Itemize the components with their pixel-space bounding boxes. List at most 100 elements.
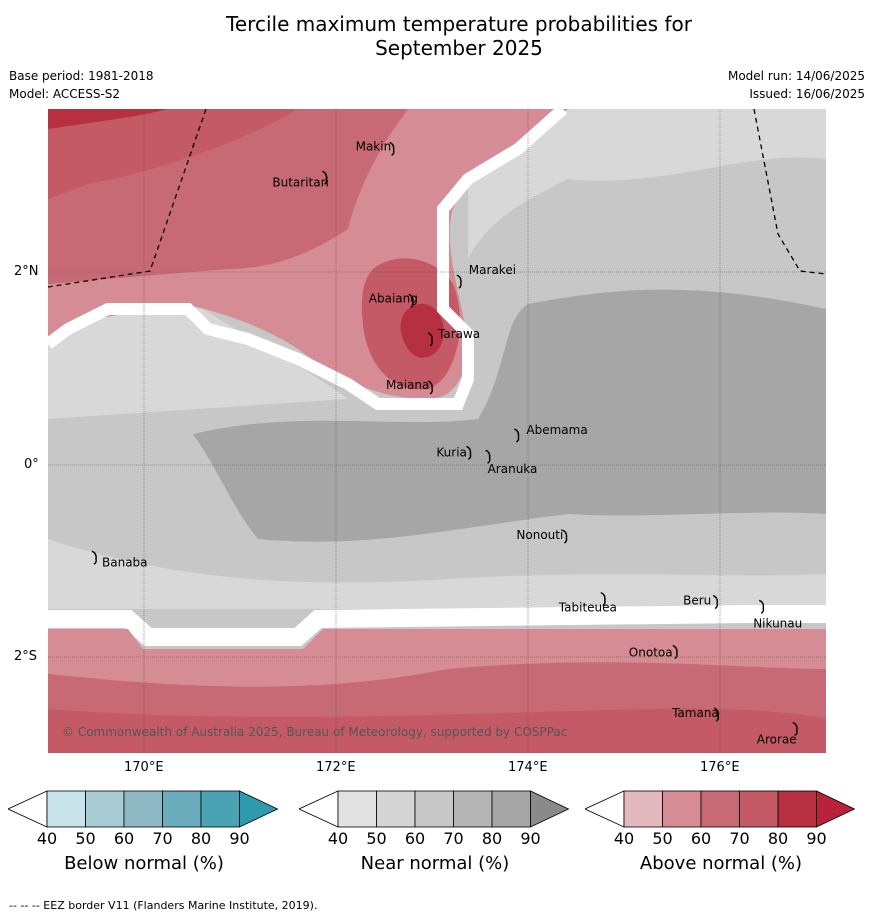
- island-label: Tamana: [671, 706, 719, 720]
- lat-tick-2s: 2°S: [14, 649, 38, 664]
- island-label: Nikunau: [753, 616, 802, 630]
- island-shape: [562, 529, 568, 544]
- island-shape: [427, 380, 433, 395]
- meta-left: Base period: 1981-2018 Model: ACCESS-S2: [9, 67, 154, 103]
- island-shape: [713, 707, 720, 722]
- island-shape: [408, 293, 414, 308]
- graticule: [48, 109, 826, 753]
- issued-date: Issued: 16/06/2025: [749, 87, 865, 101]
- colorbar-swatch: [337, 790, 377, 828]
- colorbar-swatch: [123, 790, 163, 828]
- island-shape: [389, 141, 395, 156]
- colorbar-swatch: [46, 790, 86, 828]
- island-label: Beru: [683, 594, 711, 608]
- above-normal-80-north: [48, 109, 168, 129]
- colorbar-swatch: [414, 790, 454, 828]
- colorbar-tick: 70: [443, 829, 464, 848]
- colorbar-tick: 40: [327, 829, 349, 848]
- colorbar-min-arrow: [584, 790, 625, 828]
- colorbar-tick: 60: [690, 829, 712, 848]
- island-label: Butaritari: [272, 175, 329, 189]
- meta-right: Model run: 14/06/2025 Issued: 16/06/2025: [728, 67, 865, 103]
- colorbar-min-arrow: [7, 790, 48, 828]
- near-normal-40-west: [48, 299, 348, 419]
- colorbar-near-swatches: [298, 790, 570, 828]
- colorbar-tick: 70: [152, 829, 173, 848]
- colorbar-near-normal: 40 50 60 70 80 90 Near normal (%): [298, 789, 571, 889]
- colorbar-tick: 90: [520, 829, 541, 848]
- island-shape: [322, 170, 328, 185]
- island-shape: [514, 428, 520, 443]
- island-shape: [758, 599, 765, 614]
- colorbar-tick: 70: [729, 829, 750, 848]
- colorbar-max-arrow: [816, 790, 856, 828]
- island-shape: [672, 644, 678, 660]
- colorbar-near-title: Near normal (%): [360, 853, 510, 874]
- above-normal-70-south: [48, 708, 826, 753]
- island-shape: [485, 449, 491, 464]
- colorbar-swatch: [200, 790, 240, 828]
- colorbar-tick: 80: [481, 829, 503, 848]
- colorbar-max-arrow: [239, 790, 279, 828]
- colorbar-swatch: [662, 790, 702, 828]
- copyright-text: © Commonwealth of Australia 2025, Bureau…: [62, 725, 567, 739]
- island-shape: [712, 594, 719, 610]
- colorbar-swatch: [376, 790, 416, 828]
- title-line-1: Tercile maximum temperature probabilitie…: [226, 12, 692, 36]
- colorbar-tick: 80: [767, 829, 789, 848]
- island-label: Kuria: [436, 445, 467, 459]
- colorbar-swatch: [85, 790, 125, 828]
- lon-tick-176: 176°E: [700, 760, 740, 775]
- island-label: Abaiang: [369, 291, 418, 305]
- island-label: Aranuka: [488, 462, 538, 476]
- island-labels: Makin Butaritari Marakei Abaiang Tarawa Maian…: [102, 139, 802, 746]
- island-label: Banaba: [102, 555, 148, 569]
- colorbar-swatch: [700, 790, 740, 828]
- lat-tick-2n: 2°N: [14, 264, 39, 279]
- near-normal-40-top: [468, 109, 826, 259]
- near-normal-60-zone: [193, 289, 826, 542]
- lon-tick-170: 170°E: [124, 760, 164, 775]
- base-period: Base period: 1981-2018: [9, 69, 154, 83]
- map-title: Tercile maximum temperature probabilitie…: [0, 12, 873, 60]
- island-label: Makin: [356, 139, 392, 153]
- colorbar-below-swatches: [7, 790, 279, 828]
- colorbar-max-arrow: [530, 790, 570, 828]
- lon-tick-172: 172°E: [316, 760, 356, 775]
- island-shape: [792, 721, 798, 737]
- island-label: Nonouti: [516, 528, 563, 542]
- islands: [91, 141, 798, 737]
- colorbar-tick: 60: [113, 829, 135, 848]
- colorbar-tick: 60: [404, 829, 426, 848]
- island-label: Marakei: [469, 263, 516, 277]
- near-normal-40-south: [48, 539, 826, 609]
- eez-footnote: -- -- -- EEZ border V11 (Flanders Marine…: [9, 899, 318, 912]
- colorbar-swatch: [777, 790, 817, 828]
- title-line-2: September 2025: [375, 36, 543, 60]
- colorbar-swatch: [623, 790, 663, 828]
- colorbar-tick: 40: [613, 829, 635, 848]
- colorbar-below-normal: 40 50 60 70 80 90 Below normal (%): [7, 789, 280, 889]
- lon-tick-174: 174°E: [508, 760, 548, 775]
- colorbar-above-normal: 40 50 60 70 80 90 Above normal (%): [584, 789, 857, 889]
- colorbar-above-swatches: [584, 790, 856, 828]
- colorbar-tick: 50: [75, 829, 96, 848]
- island-label: Arorae: [757, 732, 797, 746]
- island-shape: [91, 550, 97, 565]
- island-shape: [456, 274, 462, 289]
- island-shape: [466, 445, 472, 460]
- colorbar-swatch: [453, 790, 493, 828]
- island-shape: [600, 591, 606, 607]
- colorbar-swatch: [739, 790, 779, 828]
- colorbar-tick: 90: [806, 829, 827, 848]
- island-label: Onotoa: [629, 646, 673, 660]
- contour-south: [48, 605, 826, 646]
- island-label: Tarawa: [437, 327, 480, 341]
- model-run: Model run: 14/06/2025: [727, 69, 865, 83]
- colorbar-above-title: Above normal (%): [639, 853, 803, 874]
- colorbar-min-arrow: [298, 790, 339, 828]
- colorbar-tick: 90: [229, 829, 250, 848]
- above-normal-tarawa-peak: [400, 303, 444, 358]
- map-canvas: Makin Butaritari Marakei Abaiang Tarawa Maian…: [48, 109, 826, 753]
- island-label: Maiana: [386, 378, 429, 392]
